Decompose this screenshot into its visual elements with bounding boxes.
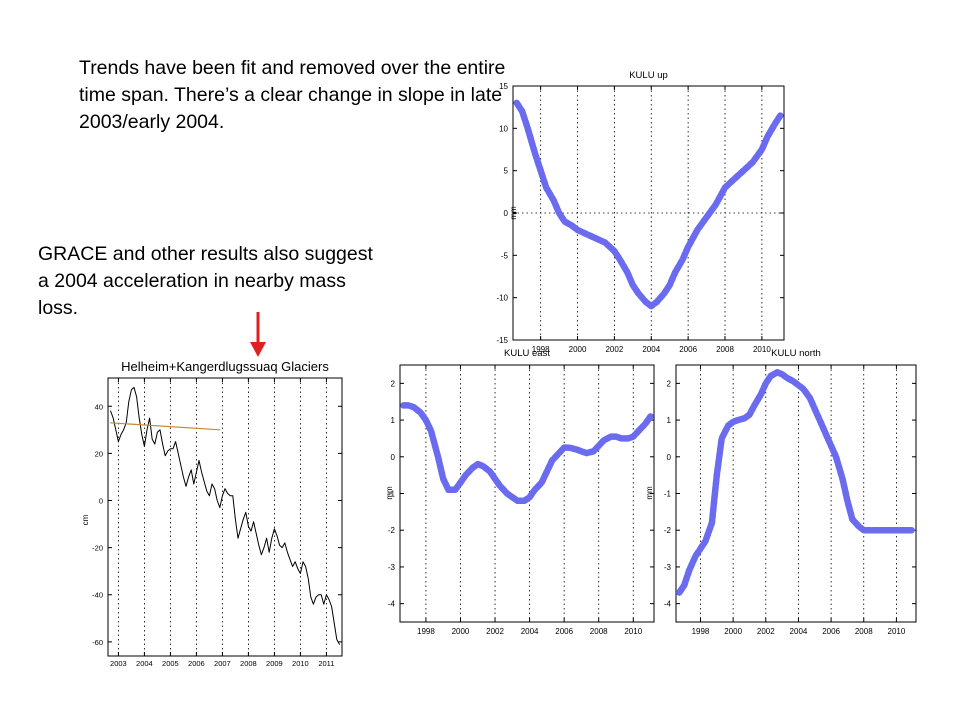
x-tick-label: 2011 (318, 659, 334, 668)
y-tick-label: -20 (92, 544, 103, 553)
x-tick-label: 2004 (790, 627, 808, 636)
x-tick-label: 2005 (162, 659, 179, 668)
plot-frame (675, 364, 917, 623)
x-tick-label: 2010 (753, 345, 771, 354)
x-tick-label: 2008 (590, 627, 608, 636)
y-tick-label: 0 (667, 453, 672, 462)
y-tick-label: -5 (501, 251, 509, 260)
y-tick-label: -60 (92, 638, 103, 647)
x-tick-label: 2010 (624, 627, 642, 636)
x-tick-label: 2006 (679, 345, 697, 354)
y-axis-label: cm (81, 514, 90, 525)
y-axis-label: mm (385, 486, 394, 500)
y-tick-label: 0 (504, 209, 509, 218)
x-tick-label: 1998 (532, 345, 550, 354)
x-tick-label: 1998 (417, 627, 435, 636)
plot-frame (107, 377, 343, 657)
x-tick-label: 2010 (292, 659, 309, 668)
y-tick-label: 1 (391, 416, 396, 425)
chart-title: KULU east (504, 348, 550, 359)
y-tick-label: 10 (499, 124, 508, 133)
x-tick-label: 2007 (214, 659, 231, 668)
y-tick-label: -1 (664, 490, 672, 499)
y-tick-label: 0 (99, 497, 103, 506)
chart-kulu-east: 1998 2000 2002 2004 2006 2008 2010 -4 -3 -2 -1 0 1 2 K… (385, 348, 655, 636)
y-tick-label: -40 (92, 591, 103, 600)
y-tick-label: -15 (496, 336, 508, 345)
y-tick-label: -2 (664, 526, 672, 535)
y-tick-label: 2 (391, 379, 396, 388)
x-tick-label: 2004 (136, 659, 153, 668)
chart-title: KULU up (629, 70, 668, 81)
red-arrow (250, 312, 266, 357)
chart-kulu-north: 1998 2000 2002 2004 2006 2008 2010 -4 -3 -2 -1 0 1 2 K… (645, 348, 917, 636)
series-line-0 (513, 99, 784, 310)
y-tick-label: -3 (388, 563, 396, 572)
y-tick-label: -10 (496, 294, 508, 303)
x-tick-label: 2008 (716, 345, 734, 354)
x-tick-label: 2002 (757, 627, 775, 636)
chart-title: KULU north (771, 348, 821, 359)
red-arrow-head (250, 342, 266, 357)
series-line-0 (400, 402, 654, 505)
series-line-0 (110, 386, 340, 645)
grace-text: GRACE and other results also suggest a 2… (38, 243, 373, 319)
y-tick-label: -4 (664, 600, 672, 609)
y-tick-label: 1 (667, 416, 672, 425)
x-tick-label: 2006 (188, 659, 205, 668)
y-tick-label: -1 (388, 490, 396, 499)
chart-title: Helheim+Kangerdlugssuaq Glaciers (121, 359, 329, 374)
y-tick-label: 20 (95, 449, 103, 458)
x-tick-label: 2008 (240, 659, 257, 668)
series-line-0 (676, 369, 916, 596)
x-tick-label: 2004 (521, 627, 539, 636)
y-tick-label: 2 (667, 379, 672, 388)
y-axis-label: mm (509, 206, 518, 220)
x-tick-label: 2006 (822, 627, 840, 636)
series-line-1 (109, 422, 221, 431)
y-tick-label: 5 (504, 167, 509, 176)
x-tick-label: 1998 (692, 627, 710, 636)
y-tick-label: -3 (664, 563, 672, 572)
y-tick-label: 15 (499, 82, 508, 91)
x-tick-label: 2000 (569, 345, 587, 354)
chart-kulu-up: 1998 2000 2002 2004 2006 2008 2010 -15 -10 -5 0 5 10… (496, 70, 785, 354)
x-tick-label: 2008 (855, 627, 873, 636)
x-tick-label: 2006 (555, 627, 573, 636)
y-axis-label: mm (645, 486, 654, 500)
x-tick-label: 2009 (266, 659, 283, 668)
trends-text: Trends have been fit and removed over th… (79, 57, 506, 133)
chart-grace-glaciers: 2003 2004 2005 2006 2007 2008 2009 2010 2011 -60 -… (81, 359, 343, 668)
y-tick-label: -4 (388, 600, 396, 609)
x-tick-label: 2010 (888, 627, 906, 636)
x-tick-label: 2004 (642, 345, 660, 354)
x-tick-label: 2002 (486, 627, 504, 636)
x-tick-label: 2000 (452, 627, 470, 636)
x-tick-label: 2002 (605, 345, 623, 354)
y-tick-label: -2 (388, 526, 396, 535)
x-tick-label: 2003 (110, 659, 127, 668)
x-tick-label: 2000 (724, 627, 742, 636)
plot-frame (399, 364, 655, 623)
y-tick-label: 40 (95, 402, 103, 411)
y-tick-label: 0 (391, 453, 396, 462)
